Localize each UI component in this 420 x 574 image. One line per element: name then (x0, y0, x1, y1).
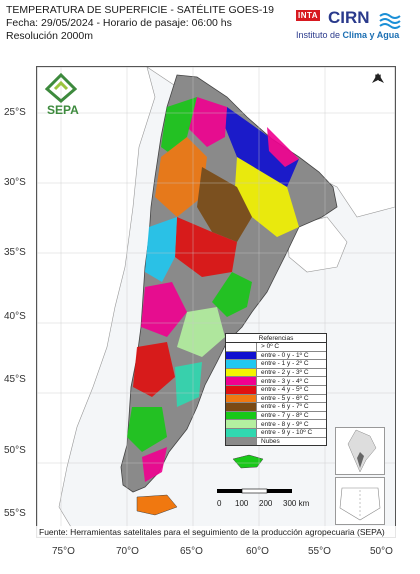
map-header: TEMPERATURA DE SUPERFICIE - SATÉLITE GOE… (6, 4, 274, 43)
legend-label: entre - 6 y - 7º C (261, 403, 309, 411)
legend-label: entre - 7 y - 8º C (261, 412, 309, 420)
map-resolution: Resolución 2000m (6, 30, 93, 42)
north-arrow: N (371, 73, 385, 93)
scale-bar-graphic (217, 488, 292, 494)
legend-item: entre - 3 y - 4º C (226, 377, 326, 386)
tierra-del-fuego (136, 494, 178, 516)
map-source-footer: Fuente: Herramientas satelitales para el… (36, 526, 400, 538)
sepa-logo: SEPA (45, 73, 83, 119)
legend-label: entre - 4 y - 5º C (261, 386, 309, 394)
sepa-label: SEPA (47, 103, 79, 117)
legend-item: entre - 1 y - 2º C (226, 360, 326, 369)
lon-label-75o: 75°O (52, 546, 75, 557)
cirn-subtitle: Instituto de Clima y Agua (296, 30, 399, 40)
scale-label-100: 100 (235, 499, 249, 508)
legend-item: entre - 6 y - 7º C (226, 403, 326, 412)
legend-swatch (226, 437, 257, 446)
cirn-title: CIRN (328, 8, 370, 27)
legend-swatch (226, 351, 257, 360)
lat-label-45s: 45°S (4, 374, 26, 385)
legend-label: Nubes (261, 437, 280, 445)
lat-label-30s: 30°S (4, 177, 26, 188)
legend-swatch (226, 343, 257, 351)
chile-landmass (37, 67, 156, 537)
scale-label-0: 0 (217, 499, 222, 508)
water-waves-icon (379, 13, 401, 29)
legend-swatch (226, 377, 257, 385)
legend-item: > 0º C (226, 343, 326, 352)
legend-title: Referencias (226, 334, 326, 343)
uruguay-landmass (286, 216, 348, 273)
legend-label: entre - 3 y - 4º C (261, 377, 309, 385)
legend-label: entre - 1 y - 2º C (261, 360, 309, 368)
legend-item: entre - 0 y - 1º C (226, 351, 326, 361)
legend-label: entre - 5 y - 6º C (261, 394, 309, 402)
lat-label-50s: 50°S (4, 445, 26, 456)
legend-swatch (226, 360, 257, 368)
lon-label-55o: 55°O (308, 546, 331, 557)
legend-label: entre - 0 y - 1º C (261, 351, 309, 359)
legend-item: entre - 2 y - 3º C (226, 368, 326, 378)
legend-item: Nubes (226, 437, 326, 446)
inset-map-antarctic-sector (335, 477, 385, 525)
legend-item: entre - 4 y - 5º C (226, 385, 326, 395)
cirn-subtitle-bold: Clima y Agua (342, 30, 400, 40)
map-title: TEMPERATURA DE SUPERFICIE - SATÉLITE GOE… (6, 4, 274, 16)
north-arrow-icon (372, 73, 384, 83)
legend-item: entre - 9 y - 10º C (226, 428, 326, 438)
cirn-logo: INTA CIRN Instituto de Clima y Agua (296, 8, 414, 50)
lon-label-60o: 60°O (246, 546, 269, 557)
legend-swatch (226, 420, 257, 428)
legend-swatch (226, 428, 257, 437)
lon-label-65o: 65°O (180, 546, 203, 557)
lat-label-55s: 55°S (4, 508, 26, 519)
lon-label-70o: 70°O (116, 546, 139, 557)
inset-antarctic-graphic (339, 487, 381, 521)
legend-label: entre - 8 y - 9º C (261, 420, 309, 428)
legend-swatch (226, 403, 257, 411)
inta-logo: INTA (296, 10, 321, 21)
scale-label-200: 200 (259, 499, 273, 508)
scale-bar: 0 100 200 300 km (217, 487, 327, 511)
malvinas-islands (232, 454, 264, 469)
graticule (37, 67, 395, 537)
legend-swatch (226, 394, 257, 403)
legend-item: entre - 8 y - 9º C (226, 420, 326, 429)
scale-label-300: 300 km (283, 499, 310, 508)
legend-item: entre - 7 y - 8º C (226, 411, 326, 421)
lat-label-40s: 40°S (4, 311, 26, 322)
legend-label: > 0º C (261, 343, 280, 351)
legend-swatch (226, 385, 257, 394)
legend-label: entre - 9 y - 10º C (261, 429, 313, 437)
inset-map-graphic (347, 429, 377, 473)
legend-swatch (226, 411, 257, 420)
legend-label: entre - 2 y - 3º C (261, 369, 309, 377)
cirn-subtitle-prefix: Instituto de (296, 30, 343, 40)
map-date-line: Fecha: 29/05/2024 - Horario de pasaje: 0… (6, 17, 232, 29)
lat-label-35s: 35°S (4, 247, 26, 258)
lon-label-50o: 50°O (370, 546, 393, 557)
sepa-emblem-icon (45, 73, 77, 103)
map-canvas (37, 67, 395, 537)
temperature-patches (127, 97, 299, 482)
lat-label-25s: 25°S (4, 107, 26, 118)
inset-map-south-america (335, 427, 385, 475)
legend-swatch (226, 368, 257, 377)
legend-item: entre - 5 y - 6º C (226, 394, 326, 404)
